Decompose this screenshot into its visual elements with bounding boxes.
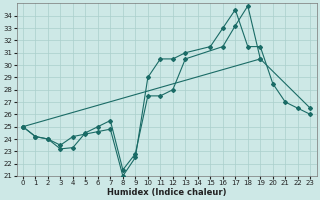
X-axis label: Humidex (Indice chaleur): Humidex (Indice chaleur) xyxy=(107,188,226,197)
